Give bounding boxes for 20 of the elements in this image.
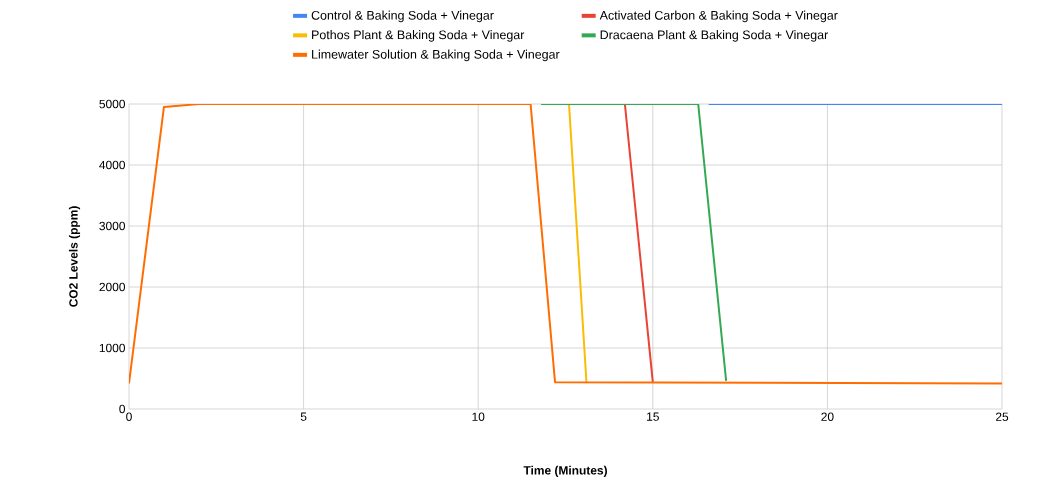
x-tick-label: 10 (472, 412, 485, 421)
y-tick-label: 0 (119, 404, 126, 414)
y-axis-title: CO2 Levels (ppm) (68, 206, 81, 307)
y-tick-label: 4000 (99, 160, 126, 170)
x-tick-label: 20 (821, 412, 834, 421)
legend-label: Limewater Solution & Baking Soda + Vinegar (312, 49, 560, 62)
x-tick-label: 0 (126, 412, 132, 421)
x-axis-title: Time (Minutes) (523, 465, 607, 477)
y-tick-label: 3000 (99, 221, 126, 231)
legend-label: Dracaena Plant & Baking Soda + Vinegar (600, 30, 828, 42)
x-tick-label: 25 (995, 412, 1009, 421)
x-tick-label: 5 (300, 412, 307, 421)
legend-label: Activated Carbon & Baking Soda + Vinegar (599, 10, 838, 23)
y-tick-label: 5000 (99, 99, 126, 109)
x-tick-label: 15 (647, 412, 659, 421)
legend-label: Pothos Plant & Baking Soda + Vinegar (312, 30, 525, 42)
line-series (129, 104, 1003, 385)
legend-label: Control & Baking Soda + Vinegar (311, 10, 494, 23)
y-tick-label: 1000 (99, 343, 126, 353)
y-tick-label: 2000 (99, 282, 126, 292)
